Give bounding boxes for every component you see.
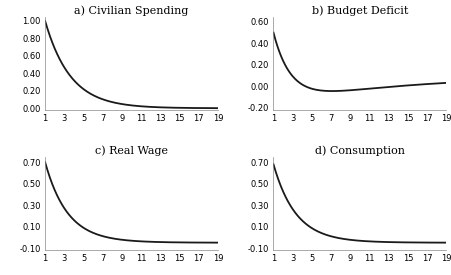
- Title: b) Budget Deficit: b) Budget Deficit: [312, 5, 408, 16]
- Title: d) Consumption: d) Consumption: [315, 145, 405, 156]
- Title: a) Civilian Spending: a) Civilian Spending: [74, 5, 189, 16]
- Title: c) Real Wage: c) Real Wage: [95, 145, 168, 156]
